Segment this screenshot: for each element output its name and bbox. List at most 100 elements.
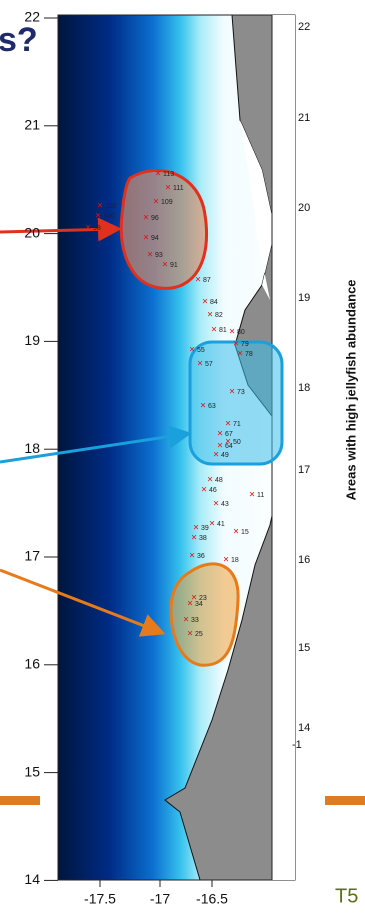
- station-marker: ×: [183, 615, 189, 626]
- right-tick-label: 19: [298, 292, 310, 304]
- station-marker: ×: [95, 211, 101, 222]
- station-marker: ×: [223, 555, 229, 566]
- station-marker: ×: [189, 345, 195, 356]
- bottom-tick-label: -16.5: [196, 891, 228, 907]
- station-label: 102: [105, 203, 117, 210]
- bar-right: [325, 796, 365, 805]
- left-tick-label: 15: [24, 763, 40, 779]
- station-marker: ×: [143, 213, 149, 224]
- station-label: 73: [237, 389, 245, 396]
- station-label: 87: [203, 277, 211, 284]
- station-label: 79: [241, 341, 249, 348]
- station-label: 43: [221, 501, 229, 508]
- station-marker: ×: [229, 327, 235, 338]
- station-label: 48: [215, 477, 223, 484]
- station-label: 11: [257, 492, 264, 499]
- station-label: 55: [197, 347, 205, 354]
- station-label: 38: [199, 535, 207, 542]
- station-label: 91: [170, 262, 178, 269]
- station-marker: ×: [201, 485, 207, 496]
- right-tick-label: 14: [298, 722, 310, 734]
- station-label: 25: [195, 631, 203, 638]
- station-marker: ×: [217, 429, 223, 440]
- left-tick-label: 21: [24, 117, 40, 133]
- station-label: 50: [233, 439, 241, 446]
- station-label: 33: [191, 617, 199, 624]
- station-marker: ×: [195, 275, 201, 286]
- left-tick-label: 22: [24, 9, 40, 25]
- right-tick-label: 17: [298, 464, 310, 476]
- station-marker: ×: [85, 223, 91, 234]
- station-marker: ×: [207, 475, 213, 486]
- station-label: 15: [241, 529, 249, 536]
- station-marker: ×: [233, 527, 239, 538]
- station-label: 111: [173, 185, 184, 192]
- right-tick-label: -1: [292, 739, 302, 751]
- right-tick-label: 22: [298, 21, 310, 33]
- station-label: 49: [221, 452, 229, 459]
- left-tick-label: 19: [24, 332, 40, 348]
- station-marker: ×: [225, 437, 231, 448]
- station-marker: ×: [191, 533, 197, 544]
- side-label: Areas with high jellyfish abundance: [343, 279, 358, 500]
- station-marker: ×: [229, 387, 235, 398]
- station-marker: ×: [187, 629, 193, 640]
- right-tick-label: 16: [298, 554, 310, 566]
- station-label: 18: [231, 557, 239, 564]
- station-marker: ×: [213, 450, 219, 461]
- station-marker: ×: [207, 310, 213, 321]
- station-label: 41: [217, 521, 225, 528]
- station-label: 80: [237, 329, 245, 336]
- station-label: 82: [215, 312, 223, 319]
- station-label: 71: [233, 421, 241, 428]
- bottom-tick-label: -17.5: [84, 891, 116, 907]
- left-tick-label: 16: [24, 656, 40, 672]
- station-label: 36: [197, 553, 205, 560]
- station-marker: ×: [249, 490, 255, 501]
- station-marker: ×: [209, 519, 215, 530]
- station-label: 78: [245, 351, 253, 358]
- left-tick-label: 14: [24, 871, 40, 887]
- left-tick-label: 17: [24, 548, 40, 564]
- map-slide: s? ×113×111×109×102×100×98×96×94×93×91×8…: [0, 0, 365, 917]
- station-marker: ×: [147, 250, 153, 261]
- left-tick-label: 18: [24, 440, 40, 456]
- station-label: 81: [219, 327, 227, 334]
- station-marker: ×: [191, 593, 197, 604]
- station-marker: ×: [153, 197, 159, 208]
- station-marker: ×: [237, 349, 243, 360]
- station-marker: ×: [211, 325, 217, 336]
- left-tick-label: 20: [24, 224, 40, 240]
- station-marker: ×: [189, 551, 195, 562]
- station-marker: ×: [225, 419, 231, 430]
- right-tick-label: 18: [298, 382, 310, 394]
- station-marker: ×: [165, 183, 171, 194]
- station-label: 94: [151, 235, 159, 242]
- title: s?: [0, 21, 38, 59]
- station-label: 113: [163, 171, 174, 178]
- station-marker: ×: [213, 499, 219, 510]
- right-tick-label: 20: [298, 202, 310, 214]
- page: s? ×113×111×109×102×100×98×96×94×93×91×8…: [0, 0, 365, 917]
- station-label: 100: [103, 213, 115, 220]
- right-tick-label: 15: [298, 642, 310, 654]
- station-marker: ×: [143, 233, 149, 244]
- station-label: 63: [208, 403, 216, 410]
- station-label: 39: [201, 525, 209, 532]
- right-tick-label: 21: [298, 112, 310, 124]
- station-label: 98: [93, 225, 101, 232]
- station-label: 46: [209, 487, 217, 494]
- station-marker: ×: [162, 260, 168, 271]
- station-marker: ×: [202, 297, 208, 308]
- footer: T5: [335, 885, 358, 907]
- station-label: 109: [161, 199, 173, 206]
- station-marker: ×: [197, 359, 203, 370]
- station-label: 84: [210, 299, 218, 306]
- station-label: 96: [151, 215, 159, 222]
- bar-left: [0, 796, 40, 805]
- bottom-tick-label: -17: [150, 891, 170, 907]
- station-label: 57: [205, 361, 213, 368]
- station-marker: ×: [200, 401, 206, 412]
- station-label: 93: [155, 252, 163, 259]
- station-label: 23: [199, 595, 207, 602]
